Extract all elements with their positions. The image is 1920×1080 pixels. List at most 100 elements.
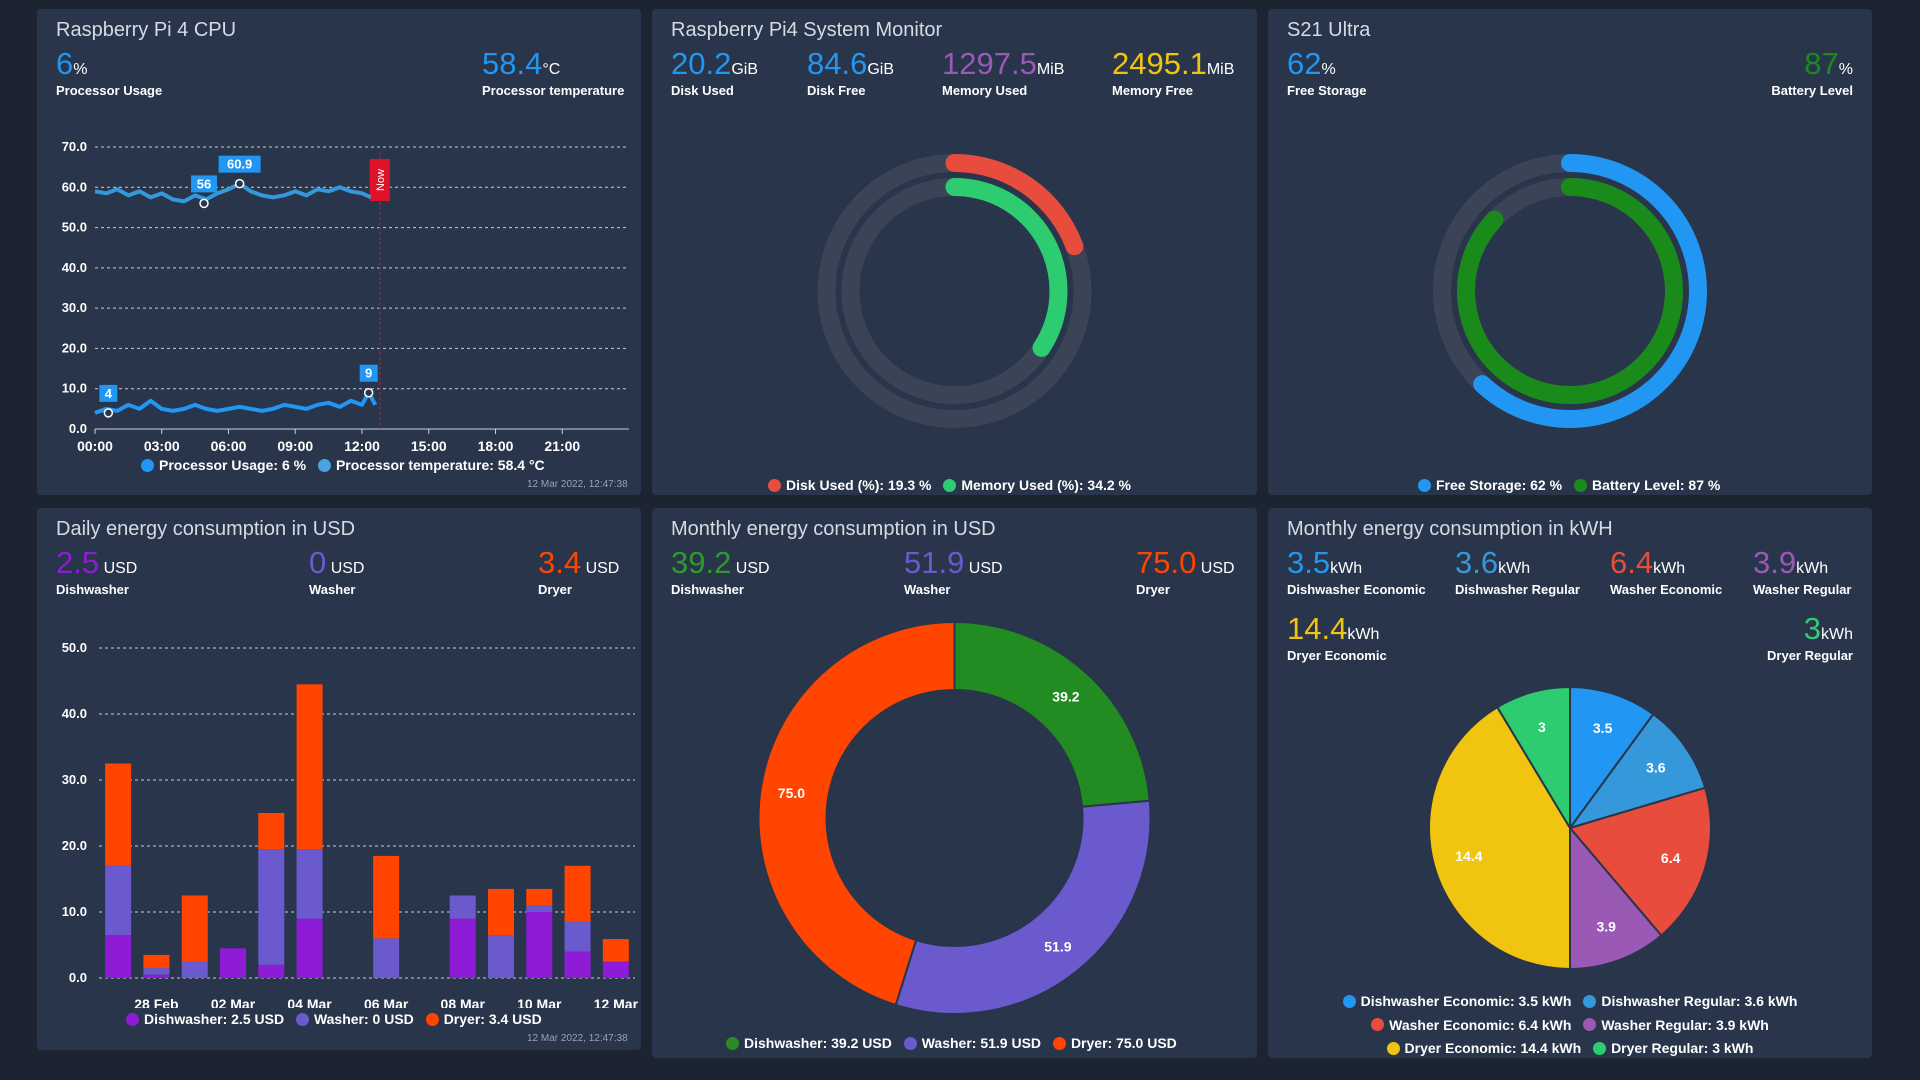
metric-label: Dryer Economic <box>1287 648 1387 663</box>
legend-item-usage[interactable]: Processor Usage: 6 % <box>141 457 306 473</box>
cpu-line-chart[interactable]: 0.0 10.0 20.0 30.0 40.0 50.0 60.0 70.0 00:00 03:0… <box>37 99 641 469</box>
legend-label: Dryer: 3.4 USD <box>443 1011 542 1027</box>
radial-bar <box>1457 178 1683 404</box>
system-card: Raspberry Pi4 System Monitor 20.2GiB Dis… <box>652 9 1257 495</box>
y-tick-label: 10.0 <box>62 381 87 396</box>
processor-usage-metric[interactable]: 6% Processor Usage <box>56 47 162 99</box>
metric-value: 84.6 <box>807 46 868 81</box>
metric-value: 39.2 <box>671 545 732 580</box>
metric-label: Memory Used <box>942 83 1028 98</box>
metric-unit: % <box>73 61 88 78</box>
cpu-legend: Processor Usage: 6 % Processor temperatu… <box>137 457 549 475</box>
legend-label: Dishwasher Economic: 3.5 kWh <box>1360 993 1572 1009</box>
legend-label: Dryer: 75.0 USD <box>1070 1035 1177 1051</box>
legend-dot <box>1052 1036 1066 1050</box>
metric-value: 2495.1 <box>1112 46 1207 81</box>
legend-item-washer-regular[interactable]: Washer Regular: 3.9 kWh <box>1583 1014 1769 1036</box>
disk-free-metric[interactable]: 84.6GiB Disk Free <box>807 46 894 99</box>
legend-item-dishwasher-economic[interactable]: Dishwasher Economic: 3.5 kWh <box>1342 990 1572 1012</box>
now-label: Now <box>375 169 387 191</box>
metric-value: 2.5 <box>56 545 100 580</box>
metric-label: Dishwasher <box>56 582 129 597</box>
metric-unit: kWh <box>1796 560 1829 577</box>
bar-segment <box>526 912 553 978</box>
x-tick-label: 28 Feb <box>134 996 178 1008</box>
annotation-point <box>234 178 245 189</box>
legend-item-washer[interactable]: Washer: 0 USD <box>295 1011 414 1027</box>
legend-item-washer[interactable]: Washer: 51.9 USD <box>903 1035 1041 1051</box>
legend-item-washer-economic[interactable]: Washer Economic: 6.4 kWh <box>1371 1014 1571 1036</box>
slice <box>1569 825 1663 971</box>
bar-segment <box>564 951 591 978</box>
bar-segment <box>258 813 285 850</box>
card-title: S21 Ultra <box>1287 19 1371 41</box>
slice <box>757 620 956 1007</box>
processor-temp-metric[interactable]: 58.4°C Processor temperature <box>482 46 624 99</box>
legend-label: Dryer Economic: 14.4 kWh <box>1404 1040 1582 1056</box>
memory-used-metric[interactable]: 1297.5MiB Memory Used <box>942 47 1064 99</box>
legend-item-battery[interactable]: Battery Level: 87 % <box>1573 477 1720 493</box>
dishwasher-metric[interactable]: 2.5 USD Dishwasher <box>56 545 137 598</box>
metric-unit: USD <box>330 560 365 577</box>
bar-segment <box>488 888 514 936</box>
annotation-label: 9 <box>365 366 372 381</box>
x-tick-label: 18:00 <box>478 438 514 454</box>
x-tick-label: 08 Mar <box>441 996 486 1008</box>
daily-stacked-bar-chart[interactable]: 0.0 10.0 20.0 30.0 40.0 50.0 28 Feb 02 Mar 04 Ma… <box>37 603 641 1008</box>
dryer-metric[interactable]: 75.0 USD Dryer <box>1136 546 1235 598</box>
legend-item-dryer-regular[interactable]: Dryer Regular: 3 kWh <box>1593 1037 1753 1059</box>
legend-item-dryer[interactable]: Dryer: 75.0 USD <box>1052 1035 1177 1051</box>
legend-item-dryer-economic[interactable]: Dryer Economic: 14.4 kWh <box>1386 1037 1582 1059</box>
system-radial-chart[interactable] <box>652 121 1257 461</box>
legend-dot <box>1573 478 1587 492</box>
dryer-regular-metric[interactable]: 3kWh Dryer Regular <box>1767 612 1853 664</box>
dishwasher-metric[interactable]: 39.2 USD Dishwasher <box>671 545 770 598</box>
timestamp: 12 Mar 2022, 12:47:38 <box>527 1033 628 1044</box>
washer-metric[interactable]: 0 USD Washer <box>309 546 365 598</box>
legend-label: Memory Used (%): 34.2 % <box>961 477 1131 493</box>
legend-item-dryer[interactable]: Dryer: 3.4 USD <box>425 1011 542 1027</box>
washer-metric[interactable]: 51.9 USD Washer <box>904 546 1003 598</box>
dryer-economic-metric[interactable]: 14.4kWh Dryer Economic <box>1287 612 1387 664</box>
disk-used-metric[interactable]: 20.2GiB Disk Used <box>671 47 758 99</box>
bar-segment <box>181 961 208 978</box>
monthly-usd-donut-chart[interactable]: 39.2 51.9 75.0 <box>652 608 1257 1028</box>
legend-item-temp[interactable]: Processor temperature: 58.4 °C <box>317 457 545 473</box>
legend-dot <box>126 1012 139 1026</box>
y-tick-label: 70.0 <box>62 139 87 154</box>
dishwasher-regular-metric[interactable]: 3.6kWh Dishwasher Regular <box>1455 546 1580 598</box>
legend-dot <box>425 1012 439 1026</box>
legend-label: Disk Used (%): 19.3 % <box>786 477 932 493</box>
legend-dot <box>1593 1041 1607 1055</box>
memory-free-metric[interactable]: 2495.1MiB Memory Free <box>1112 46 1234 99</box>
slice-label: 3.6 <box>1646 760 1666 776</box>
card-title: Raspberry Pi 4 CPU <box>56 19 237 41</box>
battery-level-metric[interactable]: 87% Battery Level <box>1771 47 1853 99</box>
legend-item-dishwasher[interactable]: Dishwasher: 2.5 USD <box>126 1011 284 1027</box>
phone-radial-chart[interactable] <box>1268 121 1872 461</box>
legend-item-disk[interactable]: Disk Used (%): 19.3 % <box>768 477 932 493</box>
metric-value: 58.4 <box>482 46 543 81</box>
metric-unit: % <box>1838 61 1853 78</box>
metric-label: Washer <box>904 582 951 597</box>
x-tick-label: 06:00 <box>211 438 247 454</box>
legend-dot <box>943 478 957 492</box>
monthly-kwh-pie-chart[interactable]: 3.5 3.6 6.4 3.9 14.4 3 <box>1268 673 1872 993</box>
legend-dot <box>903 1036 917 1050</box>
bar-segment <box>488 935 514 978</box>
dishwasher-economic-metric[interactable]: 3.5kWh Dishwasher Economic <box>1287 546 1426 598</box>
slice <box>894 799 1152 1015</box>
metric-label: Battery Level <box>1771 83 1853 98</box>
washer-economic-metric[interactable]: 6.4kWh Washer Economic <box>1610 546 1722 598</box>
legend-item-memory[interactable]: Memory Used (%): 34.2 % <box>943 477 1131 493</box>
slice-label: 3.9 <box>1596 919 1616 935</box>
cpu-card: Raspberry Pi 4 CPU 6% Processor Usage 58… <box>37 9 641 495</box>
legend-item-storage[interactable]: Free Storage: 62 % <box>1418 477 1562 493</box>
legend-label: Free Storage: 62 % <box>1436 477 1563 493</box>
dryer-metric[interactable]: 3.4 USD Dryer <box>538 546 619 598</box>
bar-segment <box>181 895 208 962</box>
legend-item-dishwasher[interactable]: Dishwasher: 39.2 USD <box>726 1035 892 1051</box>
washer-regular-metric[interactable]: 3.9kWh Washer Regular <box>1753 546 1852 598</box>
legend-item-dishwasher-regular[interactable]: Dishwasher Regular: 3.6 kWh <box>1583 990 1797 1012</box>
free-storage-metric[interactable]: 62% Free Storage <box>1287 47 1366 99</box>
